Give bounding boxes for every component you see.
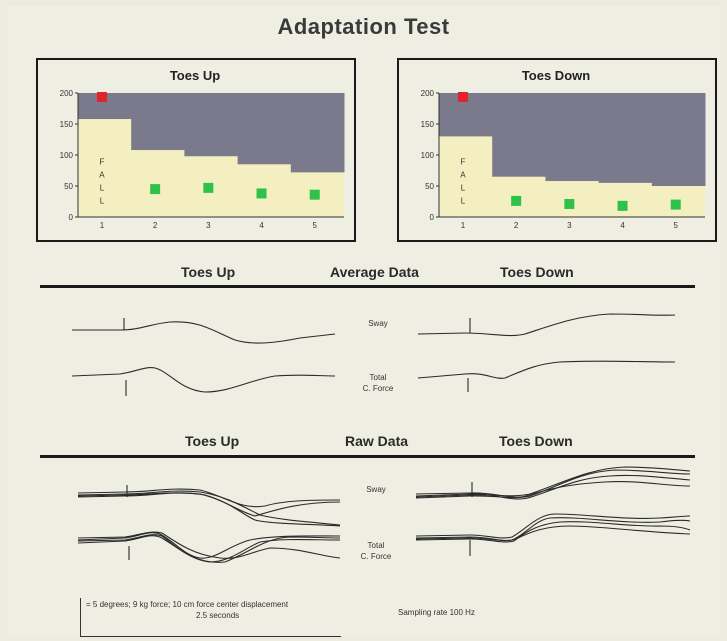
toes-down-chart-point-4 xyxy=(617,200,628,211)
toes-down-chart-point-2 xyxy=(511,195,522,206)
toes-up-chart-xtick-label-4: 4 xyxy=(259,221,264,230)
toes-down-chart-xtick-label-2: 2 xyxy=(514,221,519,230)
toes-up-chart-xtick-label-2: 2 xyxy=(153,221,158,230)
toes-up-chart-point-4 xyxy=(256,188,267,199)
raw-divider xyxy=(40,455,695,458)
raw-right-label: Toes Down xyxy=(499,433,573,449)
toes-down-chart: Toes Down 0 50 100 150 200 1 2 3 4 5 F A L L xyxy=(397,58,717,242)
toes-up-chart-point-2 xyxy=(150,184,161,195)
raw-sway-label: Sway xyxy=(366,485,386,494)
toes-down-chart-ytick-label-200: 200 xyxy=(421,89,435,98)
average-right-label: Toes Down xyxy=(500,264,574,280)
raw-toes-up-sway-traces xyxy=(77,488,341,527)
toes-down-chart-band-4 xyxy=(598,93,653,183)
scale-bar xyxy=(80,598,341,637)
average-toes-down-sway-trace xyxy=(417,313,676,337)
toes-down-chart-xtick-label-1: 1 xyxy=(461,221,466,230)
average-center-label: Average Data xyxy=(330,264,419,280)
average-force-label-1: Total xyxy=(369,373,387,382)
toes-up-chart-band-4 xyxy=(237,93,292,165)
toes-up-chart-title: Toes Up xyxy=(170,68,220,83)
raw-toes-up-force-traces xyxy=(77,531,341,563)
raw-left-label: Toes Up xyxy=(185,433,240,449)
scale-line-2: 2.5 seconds xyxy=(196,611,240,620)
toes-down-chart-fall-letter-4: L xyxy=(461,196,466,205)
toes-down-chart-xtick-label-3: 3 xyxy=(567,221,572,230)
raw-force-label-1: Total xyxy=(367,541,385,550)
sampling-rate: Sampling rate 100 Hz xyxy=(398,608,475,617)
toes-down-chart-fall-letter-2: A xyxy=(460,170,466,179)
toes-up-chart-fall-letter-4: L xyxy=(100,196,105,205)
toes-down-chart-fall-letter-3: L xyxy=(461,183,466,192)
toes-up-chart-xtick-label-3: 3 xyxy=(206,221,211,230)
toes-up-chart-fall-letter-2: A xyxy=(99,170,105,179)
toes-down-chart-xtick-label-4: 4 xyxy=(620,221,625,230)
toes-up-chart-fall-letter-3: L xyxy=(100,183,105,192)
toes-up-chart-xtick-label-1: 1 xyxy=(100,221,105,230)
toes-up-chart-band-5 xyxy=(290,93,345,173)
raw-toes-down-force-traces xyxy=(415,513,691,543)
toes-down-chart-ytick-label-0: 0 xyxy=(430,213,435,222)
toes-down-chart-band-2 xyxy=(492,93,546,177)
raw-center-label: Raw Data xyxy=(345,433,409,449)
toes-down-chart-point-1 xyxy=(457,92,468,102)
toes-down-chart-fall-letter-1: F xyxy=(460,157,465,166)
toes-down-chart-title: Toes Down xyxy=(522,68,590,83)
toes-down-chart-ytick-label-150: 150 xyxy=(421,120,435,129)
toes-down-chart-band-5 xyxy=(651,93,706,186)
toes-up-chart: Toes Up 0 50 100 150 200 1 2 3 4 5 F A L L xyxy=(36,58,356,242)
average-left-label: Toes Up xyxy=(181,264,236,280)
toes-down-chart-point-3 xyxy=(564,198,575,209)
page-title: Adaptation Test xyxy=(277,14,450,39)
raw-toes-down-sway-traces xyxy=(415,466,691,500)
average-toes-up-force-trace xyxy=(71,367,336,393)
toes-down-chart-ytick-label-100: 100 xyxy=(421,151,435,160)
toes-down-chart-point-5 xyxy=(670,199,681,210)
average-toes-up-sway-trace xyxy=(72,321,336,344)
toes-down-chart-ytick-label-50: 50 xyxy=(425,182,434,191)
toes-down-chart-xtick-label-5: 5 xyxy=(674,221,679,230)
average-toes-down-force-trace xyxy=(417,360,676,379)
toes-up-chart-ytick-label-0: 0 xyxy=(69,213,74,222)
toes-up-chart-fall-letter-1: F xyxy=(99,157,104,166)
scale-line-1: = 5 degrees; 9 kg force; 10 cm force cen… xyxy=(86,600,289,609)
toes-up-chart-band-2 xyxy=(131,93,185,151)
toes-up-chart-band-3 xyxy=(184,93,239,157)
toes-up-chart-point-3 xyxy=(203,182,214,193)
toes-down-chart-band-3 xyxy=(545,93,600,182)
average-divider xyxy=(40,285,695,288)
raw-force-label-2: C. Force xyxy=(360,552,392,561)
average-force-label-2: C. Force xyxy=(362,384,394,393)
toes-up-chart-ytick-label-200: 200 xyxy=(60,89,74,98)
toes-up-chart-ytick-label-150: 150 xyxy=(60,120,74,129)
toes-up-chart-ytick-label-100: 100 xyxy=(60,151,74,160)
toes-up-chart-ytick-label-50: 50 xyxy=(64,182,73,191)
average-sway-label: Sway xyxy=(368,319,388,328)
toes-up-chart-xtick-label-5: 5 xyxy=(313,221,318,230)
toes-up-chart-point-5 xyxy=(309,189,320,200)
toes-up-chart-point-1 xyxy=(96,92,107,102)
